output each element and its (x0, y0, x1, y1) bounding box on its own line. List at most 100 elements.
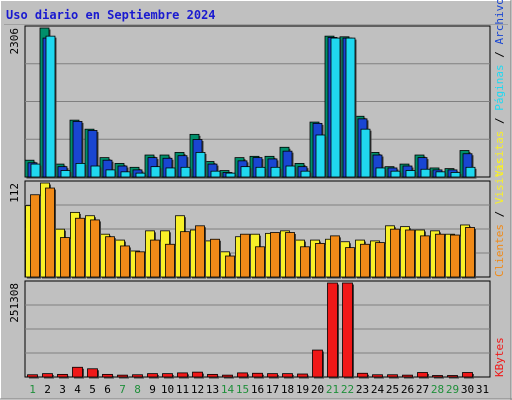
bar-páginas-13 (210, 170, 222, 179)
x-tick-label: 7 (119, 383, 126, 396)
bar-kbytes-25 (387, 374, 399, 379)
bar-clientes-12 (195, 225, 206, 279)
y-max-label: 2306 (8, 28, 21, 55)
bar-páginas-19 (300, 170, 312, 179)
x-tick-label: 5 (89, 383, 96, 396)
bar-kbytes-22 (342, 282, 354, 379)
x-tick-label: 18 (281, 383, 294, 396)
bar-kbytes-4 (72, 366, 84, 379)
side-legend-middle: Clientes / Visitas (493, 158, 506, 277)
bar-páginas-1 (30, 163, 42, 179)
chart-title: Uso diario en Septiembre 2024 (6, 8, 216, 22)
bar-clientes-23 (360, 243, 371, 279)
bar-clientes-26 (405, 229, 416, 279)
y-max-label: 112 (8, 183, 21, 203)
x-tick-label: 14 (221, 383, 235, 396)
x-tick-label: 6 (104, 383, 111, 396)
x-tick-label: 20 (311, 383, 324, 396)
bar-kbytes-9 (147, 373, 159, 379)
legend-páginas: Páginas (493, 64, 506, 110)
bar-kbytes-8 (132, 374, 144, 379)
chart-panels: 2306 112 251308 (8, 25, 491, 379)
x-tick-label: 16 (251, 383, 264, 396)
bar-páginas-2 (45, 35, 57, 179)
bar-clientes-25 (390, 228, 401, 279)
bar-páginas-15 (240, 166, 252, 179)
bar-clientes-30 (465, 227, 476, 279)
bar-clientes-22 (345, 247, 356, 279)
x-tick-label: 27 (416, 383, 429, 396)
x-tick-label: 29 (446, 383, 459, 396)
bar-páginas-17 (270, 166, 282, 179)
bar-clientes-29 (450, 234, 461, 279)
bar-páginas-9 (150, 166, 162, 179)
legend-visitas: Visitas (493, 131, 506, 177)
bar-kbytes-5 (87, 368, 99, 379)
x-tick-label: 4 (74, 383, 81, 396)
bar-clientes-3 (60, 237, 71, 279)
bar-kbytes-3 (57, 373, 69, 379)
bar-clientes-6 (105, 236, 116, 279)
bar-clientes-4 (75, 217, 86, 279)
bar-clientes-10 (165, 243, 176, 279)
bar-páginas-23 (360, 128, 372, 179)
bar-kbytes-28 (432, 375, 444, 379)
bar-páginas-12 (195, 152, 207, 179)
bar-clientes-28 (435, 233, 446, 279)
bar-clientes-16 (255, 246, 266, 279)
bar-páginas-25 (390, 170, 402, 179)
bar-páginas-16 (255, 166, 267, 179)
bar-páginas-5 (90, 165, 102, 179)
bar-páginas-11 (180, 166, 192, 179)
bar-kbytes-2 (42, 373, 54, 379)
bar-páginas-4 (75, 163, 87, 179)
bar-kbytes-21 (327, 282, 339, 379)
panel-visitas-paginas-archivos-accesos: 2306 (8, 25, 491, 179)
x-axis-ticks: 1 2 3 4 5 6 7 8 9 10 11 12 13 14 15 16 17 18 19 20 21 22 23 24 2… (29, 383, 489, 396)
bar-páginas-3 (60, 170, 72, 179)
bar-kbytes-1 (27, 374, 39, 379)
panel-kbytes: 251308 (8, 280, 491, 379)
x-tick-label: 23 (356, 383, 369, 396)
legend-visitas: Visitas (493, 158, 506, 204)
bar-páginas-8 (135, 172, 147, 179)
bar-kbytes-29 (447, 375, 459, 379)
bar-páginas-6 (105, 169, 117, 179)
bar-kbytes-13 (207, 373, 219, 379)
x-tick-label: 24 (371, 383, 385, 396)
bar-páginas-18 (285, 165, 297, 179)
bar-páginas-20 (315, 134, 327, 179)
bar-clientes-27 (420, 235, 431, 279)
legend-archivos: Archivos (493, 0, 506, 45)
legend-kbytes: KBytes (493, 337, 506, 377)
bar-kbytes-14 (222, 374, 234, 379)
bar-clientes-7 (120, 245, 131, 279)
bar-kbytes-20 (312, 349, 324, 379)
bar-kbytes-24 (372, 374, 384, 379)
bar-clientes-20 (315, 243, 326, 279)
bar-clientes-13 (210, 238, 221, 279)
bar-kbytes-11 (177, 372, 189, 379)
bar-clientes-2 (45, 187, 56, 279)
bar-páginas-27 (420, 168, 432, 179)
side-legend-top: Visitas / Páginas / Archivos / Accesos (493, 0, 506, 177)
bar-clientes-5 (90, 219, 101, 279)
bar-clientes-18 (285, 232, 296, 279)
x-tick-label: 28 (431, 383, 444, 396)
panel-visitas-clientes: 112 (8, 180, 491, 279)
side-legend-bottom: KBytes (493, 337, 506, 377)
bar-clientes-11 (180, 231, 191, 279)
y-max-label: 251308 (8, 283, 21, 323)
bar-kbytes-6 (102, 373, 114, 379)
bar-páginas-30 (465, 166, 477, 179)
bar-páginas-10 (165, 167, 177, 179)
bar-páginas-21 (330, 37, 342, 179)
bar-clientes-24 (375, 242, 386, 279)
bar-páginas-14 (225, 172, 237, 179)
x-tick-label: 19 (296, 383, 309, 396)
x-tick-label: 25 (386, 383, 399, 396)
x-tick-label: 11 (176, 383, 189, 396)
bar-páginas-22 (345, 37, 357, 179)
